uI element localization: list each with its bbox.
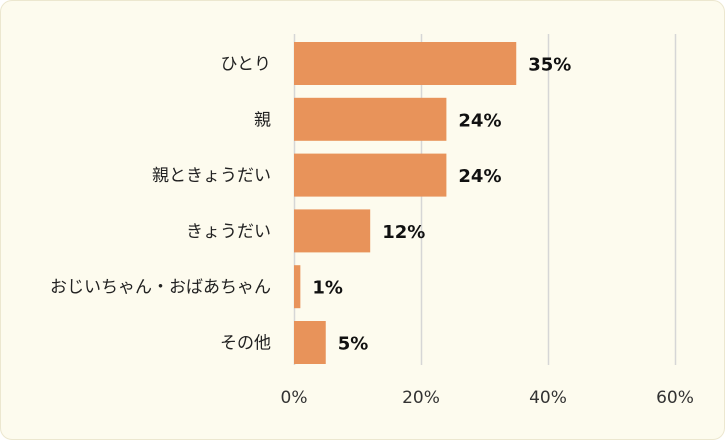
value-label: 24% xyxy=(458,166,501,187)
value-label: 24% xyxy=(458,110,501,131)
category-label: その他 xyxy=(220,334,271,354)
bars xyxy=(294,42,517,364)
value-label: 12% xyxy=(382,222,425,243)
bar xyxy=(294,153,447,197)
labels: 0% 20% 40% 60% ひとり 35% 親 24% 親ときょうだい 24% きょうだい 12% お… xyxy=(50,55,694,409)
category-label: おじいちゃん・おばあちゃん xyxy=(50,278,271,298)
category-label: ひとり xyxy=(221,55,272,75)
value-label: 35% xyxy=(528,55,571,76)
value-label: 5% xyxy=(338,334,369,355)
grid-lines xyxy=(293,34,677,365)
bar xyxy=(294,209,371,253)
x-tick-label: 60% xyxy=(656,388,694,408)
x-tick-label: 40% xyxy=(529,388,567,408)
x-tick-label: 0% xyxy=(281,388,308,408)
bar xyxy=(294,42,517,85)
bar xyxy=(294,321,326,364)
bar xyxy=(294,265,301,309)
bar xyxy=(294,97,447,141)
category-label: 親 xyxy=(254,110,271,130)
category-label: 親ときょうだい xyxy=(152,166,271,186)
value-label: 1% xyxy=(312,278,343,299)
x-tick-label: 20% xyxy=(402,388,440,408)
category-label: きょうだい xyxy=(186,222,271,242)
